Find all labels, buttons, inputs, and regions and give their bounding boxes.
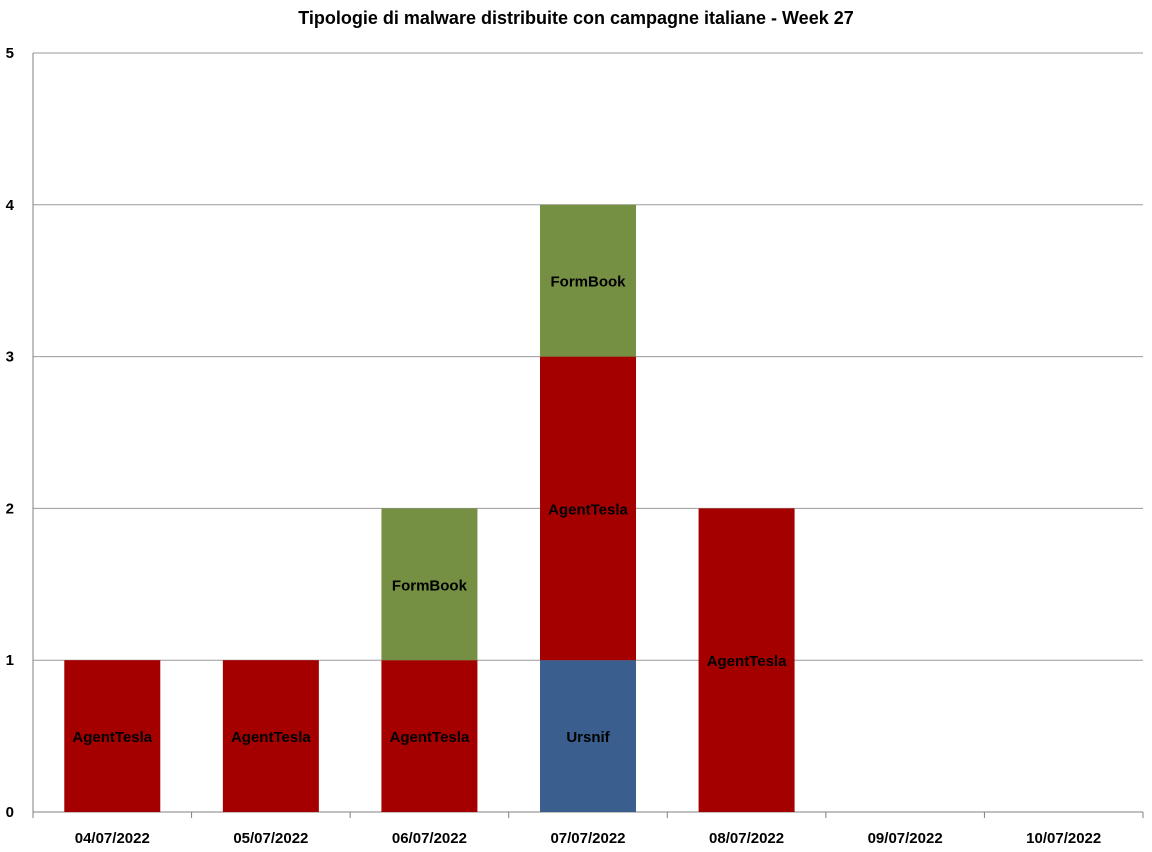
- y-tick-label: 1: [6, 652, 14, 669]
- y-tick-label: 5: [6, 45, 14, 62]
- chart-title: Tipologie di malware distribuite con cam…: [298, 8, 854, 28]
- bar-segment: [698, 508, 795, 812]
- bar-data-label: AgentTesla: [72, 729, 152, 746]
- y-tick-label: 4: [6, 197, 15, 214]
- bar-segment: [64, 660, 161, 812]
- y-tick-label: 2: [6, 500, 14, 517]
- bar-data-label: AgentTesla: [390, 729, 470, 746]
- bar-segment: [381, 660, 478, 812]
- bar-data-label: Ursnif: [566, 729, 610, 746]
- y-tick-label: 3: [6, 349, 14, 366]
- x-tick-label: 07/07/2022: [550, 830, 625, 847]
- bar-segment: [381, 508, 478, 661]
- x-tick-label: 06/07/2022: [392, 830, 467, 847]
- bar-data-label: AgentTesla: [707, 653, 787, 670]
- bar-segment: [540, 204, 636, 357]
- x-tick-label: 09/07/2022: [868, 830, 943, 847]
- bar-segment: [540, 356, 636, 661]
- bar-segment: [540, 660, 636, 812]
- bar-data-label: FormBook: [551, 274, 627, 291]
- bar-data-label: AgentTesla: [548, 501, 628, 518]
- bar-segment: [222, 660, 319, 812]
- bar-data-label: AgentTesla: [231, 729, 311, 746]
- x-tick-label: 08/07/2022: [709, 830, 784, 847]
- y-tick-label: 0: [6, 804, 14, 821]
- x-tick-label: 04/07/2022: [75, 830, 150, 847]
- bar-data-label: FormBook: [392, 577, 468, 594]
- x-tick-label: 05/07/2022: [233, 830, 308, 847]
- x-tick-label: 10/07/2022: [1026, 830, 1101, 847]
